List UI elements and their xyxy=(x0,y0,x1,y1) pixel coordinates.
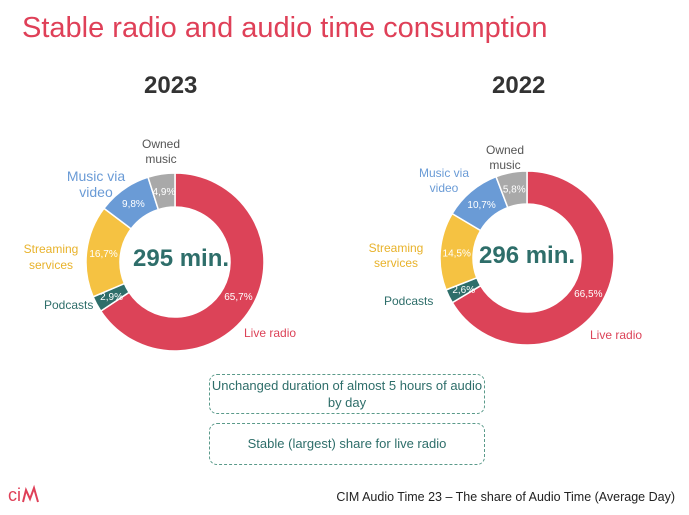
label-owned-2023: Owned music xyxy=(141,137,181,166)
center-label-2023: 295 min. xyxy=(133,245,230,272)
label-owned-2022: Owned music xyxy=(485,143,525,172)
label-podcasts-2022: Podcasts xyxy=(384,294,434,308)
label-live-2022: Live radio xyxy=(590,328,643,342)
value-label: 10,7% xyxy=(467,200,495,211)
label-video-2023: Music via video xyxy=(66,168,126,200)
label-podcasts-2023: Podcasts xyxy=(44,298,94,312)
footer-source: CIM Audio Time 23 – The share of Audio T… xyxy=(336,490,675,504)
note-duration: Unchanged duration of almost 5 hours of … xyxy=(209,374,485,414)
svg-text:ci: ci xyxy=(8,485,21,505)
value-label: 5,8% xyxy=(503,185,526,196)
slide-title: Stable radio and audio time consumption xyxy=(22,12,548,44)
value-label: 2,6% xyxy=(452,285,475,296)
label-streaming-2023: Streaming services xyxy=(23,242,79,272)
slice-owned-music-2023 xyxy=(147,172,176,211)
note-share: Stable (largest) share for live radio xyxy=(209,423,485,465)
slice-owned-music-2022 xyxy=(495,170,528,209)
value-label: 65,7% xyxy=(224,292,252,303)
label-streaming-2022: Streaming services xyxy=(368,241,424,270)
label-video-2022: Music via video xyxy=(418,166,469,195)
cim-logo: ci xyxy=(8,484,42,511)
label-live-2023: Live radio xyxy=(244,326,297,340)
value-label: 66,5% xyxy=(574,289,602,300)
slice-live-radio-2022 xyxy=(451,170,615,346)
center-label-2022: 296 min. xyxy=(479,242,576,269)
value-label: 14,5% xyxy=(443,248,471,259)
value-label: 2,9% xyxy=(100,292,123,303)
chart-title-2022: 2022 xyxy=(492,72,546,99)
value-label: 4,9% xyxy=(153,187,176,198)
value-label: 9,8% xyxy=(122,199,145,210)
value-label: 16,7% xyxy=(89,249,117,260)
slice-live-radio-2023 xyxy=(99,172,265,352)
chart-title-2023: 2023 xyxy=(144,72,198,99)
